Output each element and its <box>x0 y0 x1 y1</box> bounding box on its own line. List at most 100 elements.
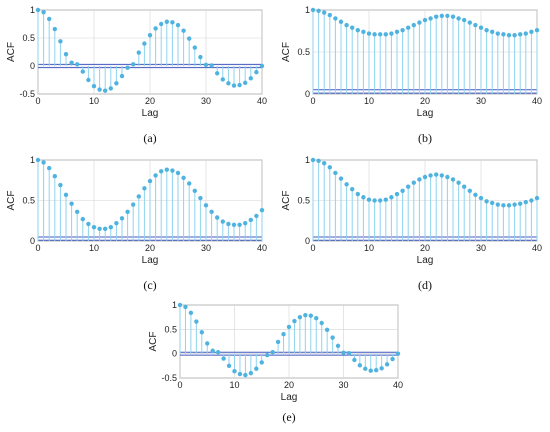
x-tick-label: 30 <box>476 96 486 106</box>
acf-marker <box>434 172 439 177</box>
acf-marker <box>319 320 324 326</box>
acf-marker <box>534 27 540 33</box>
acf-marker <box>69 60 74 65</box>
acf-marker <box>406 184 411 189</box>
acf-marker <box>338 176 344 181</box>
acf-marker <box>303 313 308 318</box>
acf-marker <box>177 302 183 308</box>
acf-marker <box>411 22 416 28</box>
acf-marker <box>114 81 119 86</box>
acf-marker <box>220 77 225 82</box>
acf-marker <box>198 54 203 60</box>
acf-marker <box>297 314 303 320</box>
acf-marker <box>187 181 192 186</box>
acf-marker <box>210 348 215 353</box>
acf-marker <box>357 363 363 368</box>
acf-marker <box>114 220 119 226</box>
acf-marker <box>518 32 523 37</box>
acf-marker <box>205 341 210 346</box>
acf-marker <box>368 368 373 373</box>
acf-marker <box>467 20 472 25</box>
acf-marker <box>41 160 46 165</box>
acf-marker <box>344 182 349 187</box>
acf-panel-b: 0 10 20 30 40 0 0.5 1 Lag ACF (b) <box>281 5 542 145</box>
acf-marker <box>350 25 355 30</box>
acf-marker <box>501 32 506 37</box>
y-axis-label: ACF <box>281 191 292 211</box>
acf-marker <box>153 26 158 31</box>
x-tick-label: 30 <box>201 243 211 253</box>
panel-caption: (e) <box>282 410 295 424</box>
acf-marker <box>254 69 259 75</box>
acf-panel-d: 0 10 20 30 40 0 0.5 1 Lag ACF (d) <box>281 155 542 292</box>
acf-marker <box>308 313 313 318</box>
acf-marker <box>199 330 204 335</box>
acf-marker <box>136 194 141 199</box>
acf-marker <box>243 220 248 226</box>
acf-marker <box>108 225 114 230</box>
acf-marker <box>153 173 158 178</box>
acf-marker <box>316 8 321 14</box>
acf-marker <box>69 201 74 206</box>
acf-marker <box>379 366 384 371</box>
acf-marker <box>394 191 400 197</box>
acf-marker <box>183 304 188 310</box>
acf-marker <box>450 177 456 182</box>
acf-marker <box>316 158 321 164</box>
panel-caption: (a) <box>143 131 156 145</box>
acf-marker <box>484 199 489 204</box>
acf-marker <box>248 217 253 223</box>
y-tick-label: 1 <box>305 155 310 165</box>
acf-marker <box>456 180 461 185</box>
x-tick-label: 40 <box>257 243 267 253</box>
acf-marker <box>159 169 164 174</box>
acf-marker <box>281 332 286 337</box>
y-tick-label: 0 <box>305 236 310 246</box>
acf-marker <box>512 202 517 207</box>
y-tick-label: 0 <box>30 236 35 246</box>
acf-marker <box>86 77 91 83</box>
x-tick-label: 10 <box>89 96 99 106</box>
acf-marker <box>47 16 52 22</box>
acf-marker <box>35 157 41 163</box>
acf-marker <box>203 62 209 68</box>
acf-marker <box>467 188 472 193</box>
acf-marker <box>518 201 523 206</box>
acf-marker <box>473 22 478 28</box>
acf-marker <box>259 208 265 213</box>
x-tick-label: 20 <box>145 96 155 106</box>
x-tick-label: 20 <box>145 243 155 253</box>
y-tick-label: 0.5 <box>22 196 35 206</box>
acf-marker <box>310 157 316 163</box>
acf-marker <box>248 76 253 81</box>
x-tick-label: 30 <box>201 96 211 106</box>
acf-marker <box>456 16 461 21</box>
acf-marker <box>355 27 360 33</box>
acf-marker <box>75 62 80 67</box>
x-tick-label: 40 <box>393 380 403 390</box>
acf-marker <box>411 180 416 185</box>
acf-marker <box>198 195 203 201</box>
acf-marker <box>243 372 248 378</box>
acf-marker <box>428 16 433 21</box>
acf-marker <box>103 88 108 93</box>
acf-marker <box>164 167 169 172</box>
y-tick-label: -0.5 <box>161 373 177 383</box>
acf-marker <box>333 16 338 21</box>
panel-caption: (b) <box>418 131 432 145</box>
acf-marker <box>529 29 534 35</box>
acf-marker <box>159 21 164 27</box>
acf-marker <box>292 318 297 324</box>
x-axis-label: Lag <box>417 255 434 266</box>
y-axis-label: ACF <box>281 42 292 62</box>
acf-marker <box>523 199 528 205</box>
acf-marker <box>417 20 422 25</box>
acf-marker <box>322 161 327 166</box>
acf-marker <box>226 81 231 86</box>
acf-marker <box>91 225 97 230</box>
acf-marker <box>324 327 330 333</box>
acf-marker <box>187 36 192 41</box>
x-tick-label: 40 <box>257 96 267 106</box>
acf-marker <box>361 195 366 200</box>
